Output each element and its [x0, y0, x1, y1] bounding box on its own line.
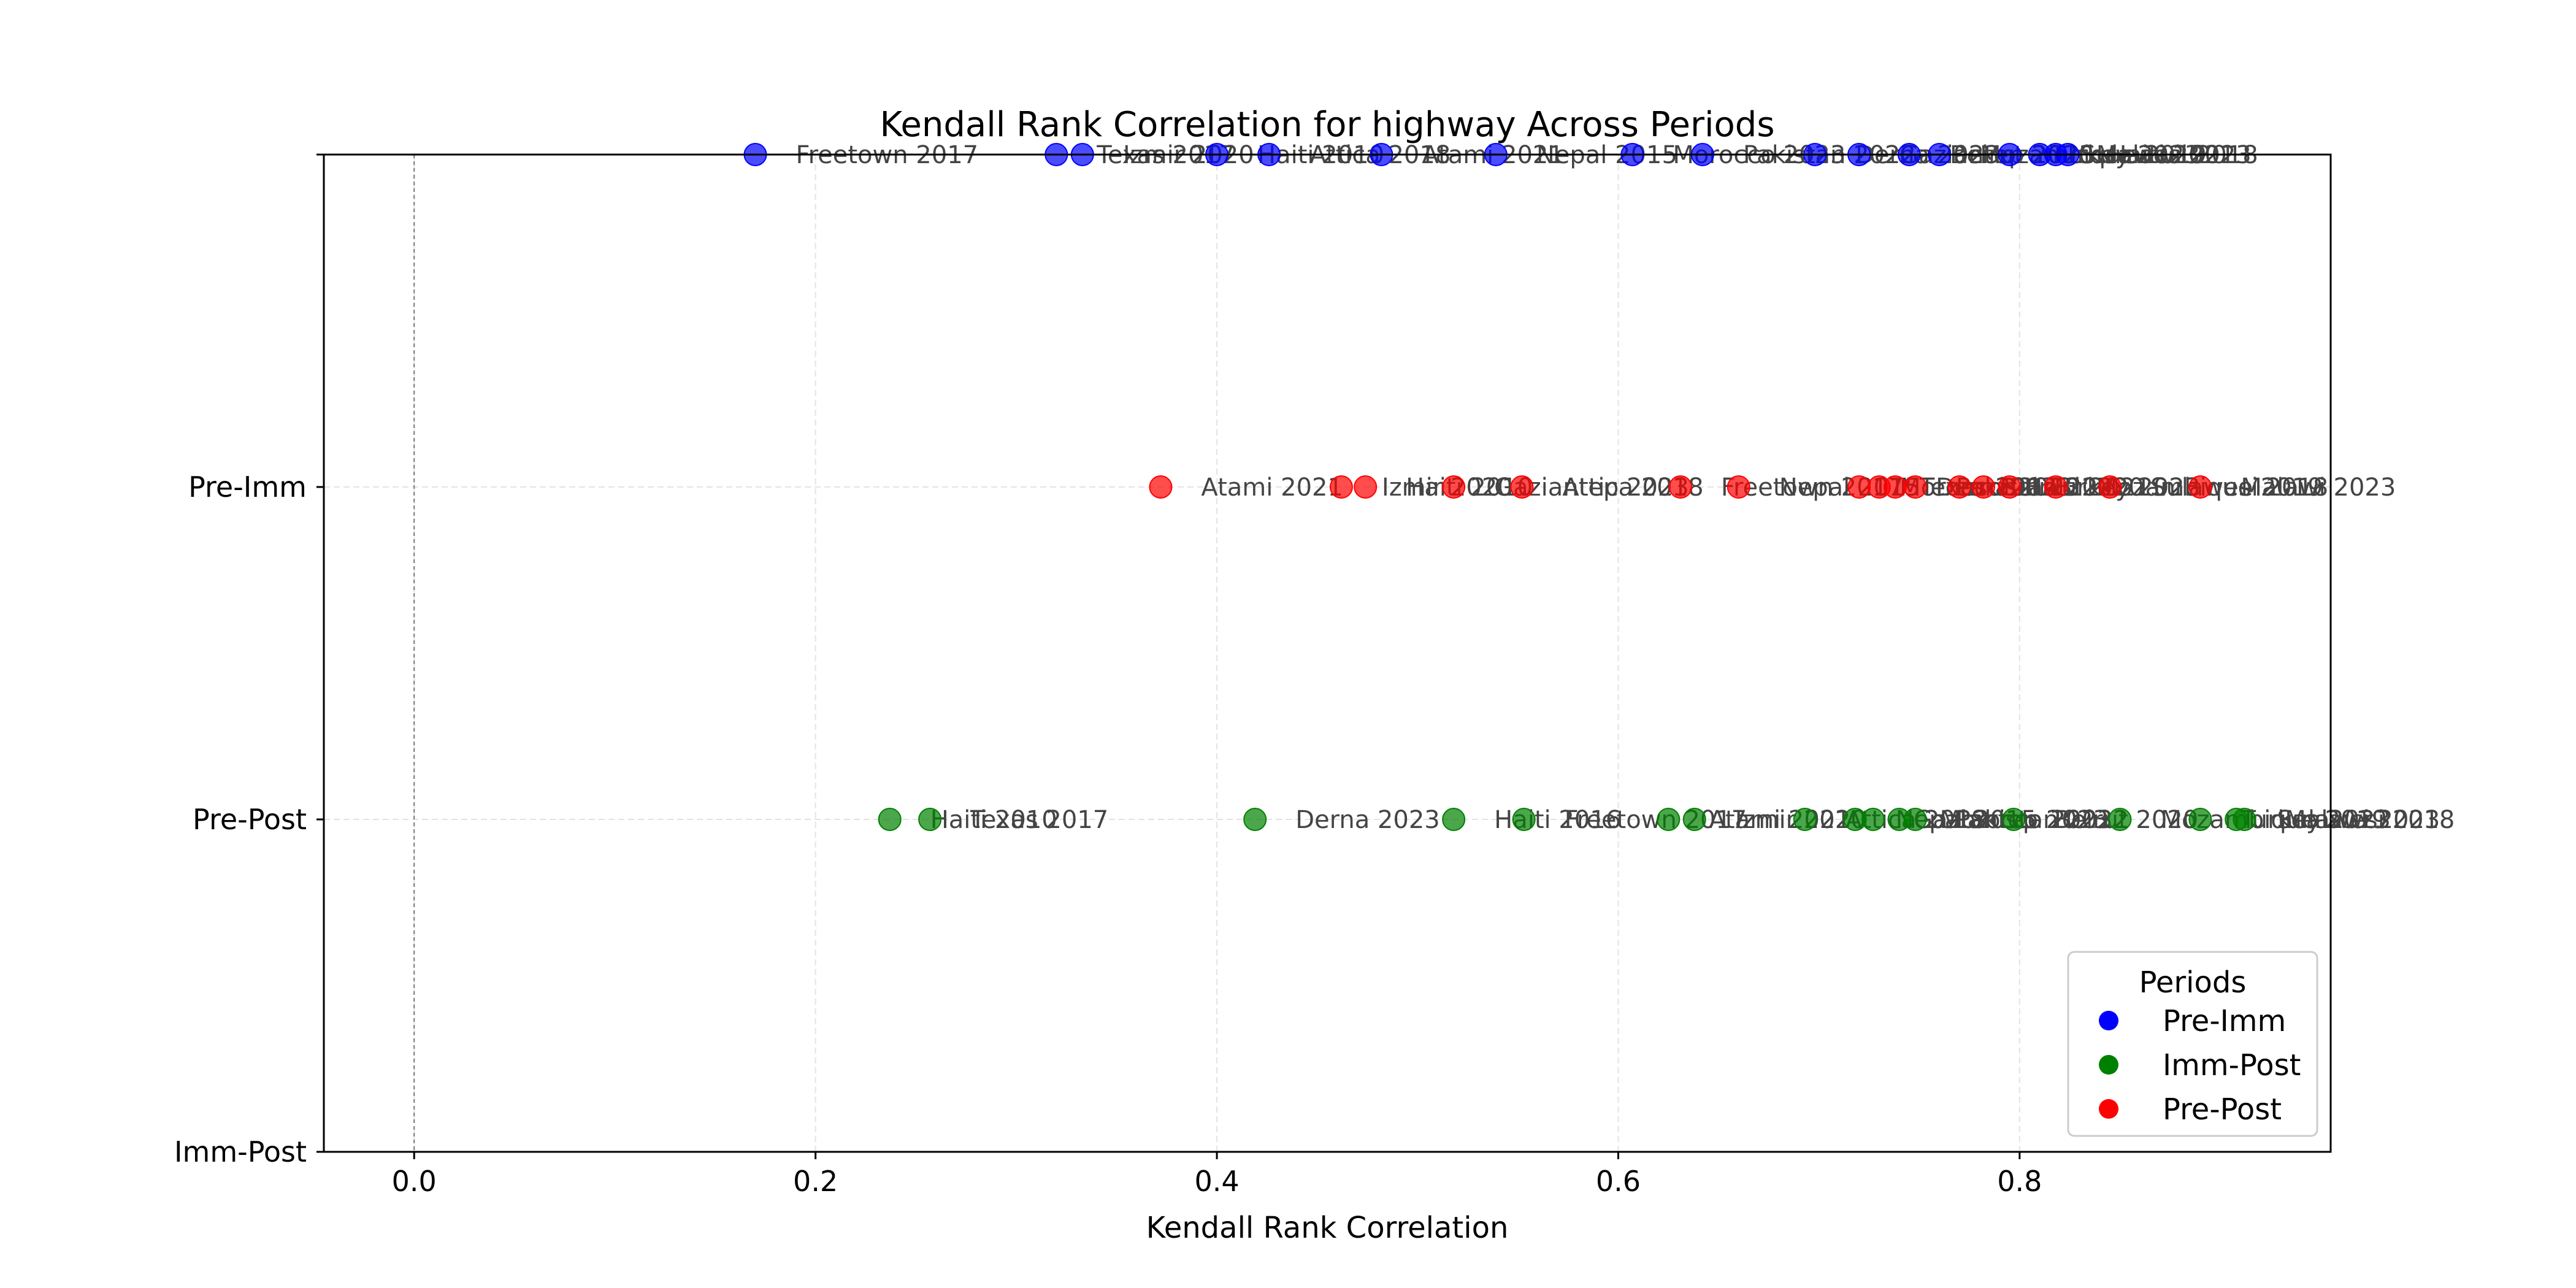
data-point: [1329, 475, 1353, 499]
data-point: [2233, 808, 2256, 831]
legend-title: Periods: [2139, 965, 2247, 1000]
point-label: Malawi 2023: [2285, 806, 2440, 834]
grid-layer: [324, 154, 2331, 1152]
legend-label: Pre-Imm: [2163, 1004, 2286, 1038]
point-label: Atami 2021: [1709, 806, 1850, 834]
x-axis-label: Kendall Rank Correlation: [1146, 1211, 1509, 1245]
axes-layer: 0.0 0.2 0.4 0.6 0.8 Imm-Post Pre-Post Pre-Imm: [174, 153, 2042, 1198]
x-tick-label: 0.2: [793, 1165, 838, 1198]
data-point: [1883, 475, 1907, 499]
data-point: [918, 808, 942, 831]
data-point: [1903, 808, 1927, 831]
data-point: [1668, 475, 1692, 499]
data-point: [2044, 475, 2068, 499]
point-label: Pakistan 2022: [1956, 806, 2129, 834]
legend-label: Imm-Post: [2163, 1048, 2301, 1083]
data-point: [2002, 808, 2026, 831]
legend-entries: Pre-Imm Imm-Post Pre-Post: [2099, 1004, 2301, 1127]
data-point: [1442, 808, 1466, 831]
legend-label: Pre-Post: [2163, 1092, 2282, 1127]
data-point: [1657, 808, 1681, 831]
y-tick-label: Imm-Post: [174, 1135, 307, 1168]
data-point: [1861, 808, 1885, 831]
data-point: [1442, 475, 1466, 499]
x-tick-label: 0.0: [392, 1165, 437, 1198]
data-point: [878, 808, 902, 831]
point-label: Sulawesi 2018: [2150, 473, 2328, 502]
y-tick-label: Pre-Imm: [188, 470, 307, 504]
data-point: [1682, 808, 1706, 831]
data-point: [2098, 475, 2122, 499]
point-label: Malawi 2023: [2241, 473, 2396, 502]
point-label: Atami 2021: [1201, 473, 1343, 502]
legend-marker: [2099, 1055, 2118, 1075]
x-tick-label: 0.8: [1997, 1165, 2042, 1198]
legend-marker: [2099, 1011, 2118, 1030]
plot-frame: [323, 153, 2332, 1153]
point-label: Morocco 2023: [1940, 806, 2113, 834]
data-point: [1847, 475, 1871, 499]
data-point: [1947, 475, 1971, 499]
point-label: Sulawesi 2018: [2277, 806, 2455, 834]
point-label: Turkey 2023: [2240, 806, 2391, 834]
data-point: [1512, 808, 1536, 831]
data-point: [2188, 808, 2212, 831]
data-point: [2188, 475, 2212, 499]
data-point: [1149, 475, 1173, 499]
point-label: Texas 2017: [970, 806, 1108, 834]
data-point: [1998, 475, 2022, 499]
data-point: [1903, 475, 1927, 499]
data-point: [1793, 808, 1817, 831]
data-point: [1971, 475, 1995, 499]
point-label: Haiti 2010: [930, 806, 1057, 834]
y-tick-label: Pre-Post: [193, 803, 307, 836]
data-point: [1510, 475, 1534, 499]
legend-box: [2067, 951, 2318, 1137]
data-point: [1243, 808, 1267, 831]
data-point: [2108, 808, 2132, 831]
chart-title: Kendall Rank Correlation for highway Acr…: [880, 105, 1774, 145]
data-point: [1354, 475, 1378, 499]
x-tick-label: 0.4: [1194, 1165, 1239, 1198]
point-label: Turkey 2023: [2049, 473, 2200, 502]
data-point: [1727, 475, 1750, 499]
point-label: Freetown 2017: [1565, 806, 1747, 834]
legend: Periods Pre-Imm Imm-Post Pre-Post: [2067, 951, 2318, 1137]
point-label: Derna 2023: [1295, 806, 1440, 834]
x-tick-label: 0.6: [1596, 1165, 1641, 1198]
legend-marker: [2099, 1099, 2118, 1119]
